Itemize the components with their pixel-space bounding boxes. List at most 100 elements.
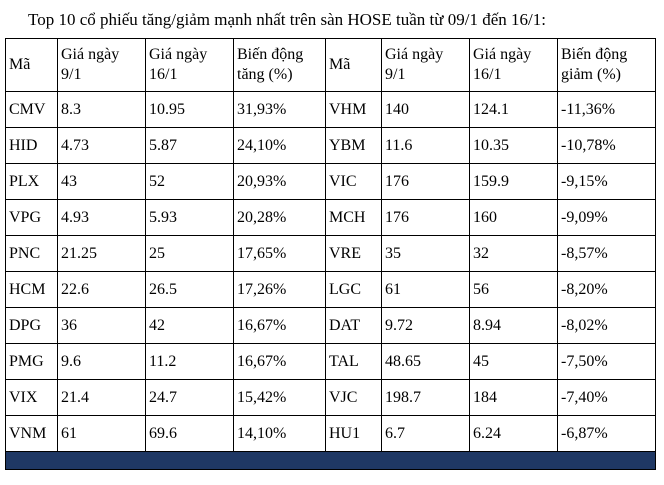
value-cell: 61 <box>57 415 146 452</box>
value-cell: 184 <box>469 379 558 416</box>
table-row: DPG 36 42 16,67% DAT 9.72 8.94 -8,02% <box>5 307 656 344</box>
value-cell: 14,10% <box>233 415 326 452</box>
value-cell: 198.7 <box>381 379 470 416</box>
table-footer-row <box>5 451 656 470</box>
value-cell: 15,42% <box>233 379 326 416</box>
value-cell: 5.87 <box>145 127 234 164</box>
value-cell: 10.35 <box>469 127 558 164</box>
stock-code-cell: VNM <box>5 415 58 452</box>
value-cell: 176 <box>381 163 470 200</box>
stock-code-cell: VIX <box>5 379 58 416</box>
value-cell: -10,78% <box>557 127 656 164</box>
column-header: Giá ngày 16/1 <box>145 38 234 92</box>
column-header: Giá ngày 16/1 <box>469 38 558 92</box>
table-row: PNC 21.25 25 17,65% VRE 35 32 -8,57% <box>5 235 656 272</box>
table-row: PMG 9.6 11.2 16,67% TAL 48.65 45 -7,50% <box>5 343 656 380</box>
table-body: CMV 8.3 10.95 31,93% VHM 140 124.1 -11,36% HID 4.… <box>5 91 656 452</box>
value-cell: -8,02% <box>557 307 656 344</box>
value-cell: 6.7 <box>381 415 470 452</box>
value-cell: 45 <box>469 343 558 380</box>
value-cell: 20,28% <box>233 199 326 236</box>
table-row: VIX 21.4 24.7 15,42% VJC 198.7 184 -7,40% <box>5 379 656 416</box>
table-row: HID 4.73 5.87 24,10% YBM 11.6 10.35 -10,78% <box>5 127 656 164</box>
value-cell: 21.25 <box>57 235 146 272</box>
value-cell: 10.95 <box>145 91 234 128</box>
value-cell: 4.93 <box>57 199 146 236</box>
value-cell: -11,36% <box>557 91 656 128</box>
stock-code-cell: CMV <box>5 91 58 128</box>
table-row: HCM 22.6 26.5 17,26% LGC 61 56 -8,20% <box>5 271 656 308</box>
value-cell: -8,57% <box>557 235 656 272</box>
table-row: PLX 43 52 20,93% VIC 176 159.9 -9,15% <box>5 163 656 200</box>
stock-code-cell: PLX <box>5 163 58 200</box>
stock-code-cell: TAL <box>325 343 382 380</box>
value-cell: 24,10% <box>233 127 326 164</box>
column-header: Giá ngày 9/1 <box>57 38 146 92</box>
stock-code-cell: VIC <box>325 163 382 200</box>
value-cell: 9.6 <box>57 343 146 380</box>
value-cell: 140 <box>381 91 470 128</box>
footer-bar <box>5 451 656 470</box>
value-cell: -9,15% <box>557 163 656 200</box>
stock-code-cell: YBM <box>325 127 382 164</box>
value-cell: 176 <box>381 199 470 236</box>
value-cell: 17,26% <box>233 271 326 308</box>
table-row: VPG 4.93 5.93 20,28% MCH 176 160 -9,09% <box>5 199 656 236</box>
value-cell: 160 <box>469 199 558 236</box>
value-cell: 42 <box>145 307 234 344</box>
value-cell: 52 <box>145 163 234 200</box>
page-title: Top 10 cổ phiếu tăng/giảm mạnh nhất trên… <box>28 10 546 29</box>
value-cell: -9,09% <box>557 199 656 236</box>
stock-code-cell: DAT <box>325 307 382 344</box>
stock-code-cell: LGC <box>325 271 382 308</box>
value-cell: 25 <box>145 235 234 272</box>
value-cell: 11.6 <box>381 127 470 164</box>
stock-code-cell: HID <box>5 127 58 164</box>
value-cell: 21.4 <box>57 379 146 416</box>
stock-code-cell: VJC <box>325 379 382 416</box>
stock-code-cell: PMG <box>5 343 58 380</box>
stock-code-cell: VHM <box>325 91 382 128</box>
table-header-row: Mã Giá ngày 9/1 Giá ngày 16/1 Biến động tăn… <box>5 38 656 92</box>
column-header: Biến động tăng (%) <box>233 38 326 92</box>
value-cell: 56 <box>469 271 558 308</box>
value-cell: 4.73 <box>57 127 146 164</box>
stock-code-cell: VRE <box>325 235 382 272</box>
stock-code-cell: DPG <box>5 307 58 344</box>
value-cell: 16,67% <box>233 307 326 344</box>
value-cell: 9.72 <box>381 307 470 344</box>
value-cell: 6.24 <box>469 415 558 452</box>
stock-code-cell: PNC <box>5 235 58 272</box>
value-cell: 32 <box>469 235 558 272</box>
column-header: Giá ngày 9/1 <box>381 38 470 92</box>
stock-code-cell: MCH <box>325 199 382 236</box>
value-cell: -7,40% <box>557 379 656 416</box>
value-cell: 24.7 <box>145 379 234 416</box>
column-header: Mã <box>325 38 382 92</box>
column-header: Biến động giảm (%) <box>557 38 656 92</box>
value-cell: 17,65% <box>233 235 326 272</box>
table-row: VNM 61 69.6 14,10% HU1 6.7 6.24 -6,87% <box>5 415 656 452</box>
value-cell: 31,93% <box>233 91 326 128</box>
value-cell: 61 <box>381 271 470 308</box>
value-cell: 35 <box>381 235 470 272</box>
table-row: CMV 8.3 10.95 31,93% VHM 140 124.1 -11,36% <box>5 91 656 128</box>
column-header: Mã <box>5 38 58 92</box>
value-cell: 69.6 <box>145 415 234 452</box>
value-cell: 5.93 <box>145 199 234 236</box>
value-cell: 8.94 <box>469 307 558 344</box>
value-cell: 22.6 <box>57 271 146 308</box>
value-cell: 20,93% <box>233 163 326 200</box>
value-cell: -6,87% <box>557 415 656 452</box>
value-cell: 36 <box>57 307 146 344</box>
value-cell: 48.65 <box>381 343 470 380</box>
stock-code-cell: VPG <box>5 199 58 236</box>
value-cell: 159.9 <box>469 163 558 200</box>
value-cell: 11.2 <box>145 343 234 380</box>
value-cell: 26.5 <box>145 271 234 308</box>
stock-table: Mã Giá ngày 9/1 Giá ngày 16/1 Biến động tăn… <box>5 38 656 470</box>
value-cell: -7,50% <box>557 343 656 380</box>
value-cell: 124.1 <box>469 91 558 128</box>
value-cell: 8.3 <box>57 91 146 128</box>
stock-code-cell: HCM <box>5 271 58 308</box>
